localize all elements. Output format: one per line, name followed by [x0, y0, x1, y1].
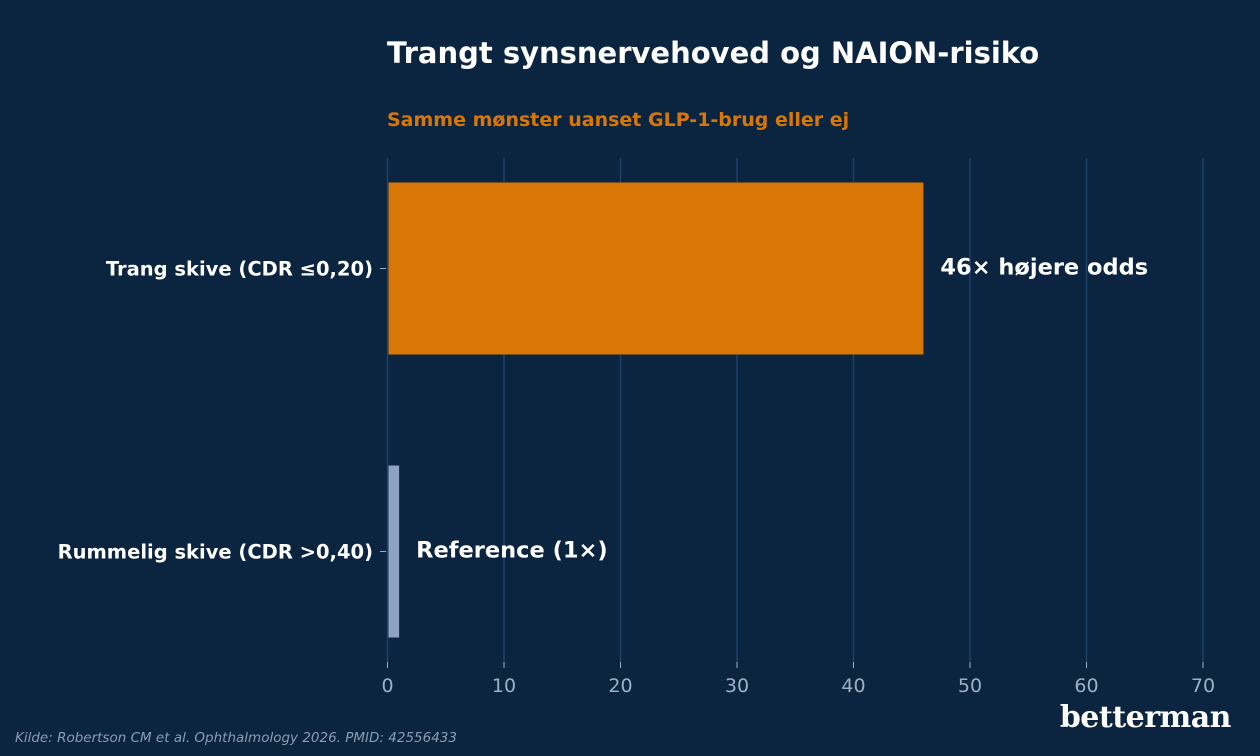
category-label: Trang skive (CDR ≤0,20) — [106, 258, 373, 281]
x-tick-label: 0 — [381, 675, 393, 697]
chart-title: Trangt synsnervehoved og NAION-risiko — [387, 36, 1040, 70]
x-tick-label: 50 — [958, 675, 982, 697]
chart-subtitle: Samme mønster uanset GLP-1-brug eller ej — [387, 109, 850, 131]
x-tick-label: 20 — [608, 675, 632, 697]
source-citation: Kilde: Robertson CM et al. Ophthalmology… — [15, 730, 457, 746]
bar — [388, 465, 400, 638]
bar — [388, 182, 924, 355]
x-tick-label: 40 — [841, 675, 865, 697]
x-tick-label: 30 — [725, 675, 749, 697]
brand-logo: betterman — [1059, 700, 1232, 735]
x-tick-label: 10 — [492, 675, 516, 697]
category-label: Rummelig skive (CDR >0,40) — [58, 541, 373, 564]
x-tick-label: 70 — [1191, 675, 1215, 697]
x-tick-label: 60 — [1074, 675, 1098, 697]
data-label: 46× højere odds — [940, 255, 1148, 281]
data-label: Reference (1×) — [416, 538, 608, 564]
